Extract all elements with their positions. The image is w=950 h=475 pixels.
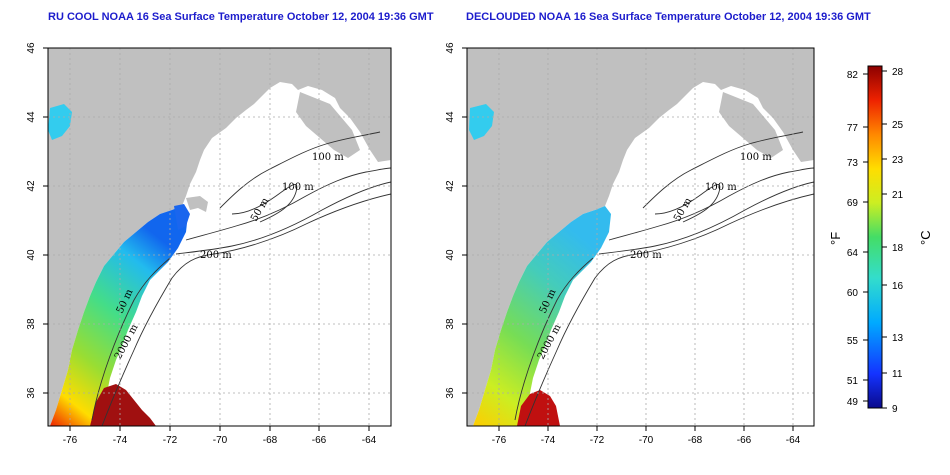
left-sst-map — [48, 48, 391, 426]
lon-tick-label: -64 — [786, 435, 801, 446]
right-graticule — [467, 47, 814, 426]
lon-tick-label: -70 — [639, 435, 654, 446]
lon-tick-label: -76 — [63, 435, 78, 446]
contour-2000m — [524, 193, 814, 426]
contour-50m-coast — [91, 257, 171, 421]
contour-100m-inner — [642, 131, 804, 209]
celsius-tick-label: 11 — [892, 369, 903, 380]
land-mass — [467, 48, 814, 426]
lon-tick-label: -76 — [492, 435, 507, 446]
contour-50m-shelf — [231, 184, 298, 223]
left-panel-title: RU COOL NOAA 16 Sea Surface Temperature … — [48, 11, 434, 23]
right-axis-ticks: -76 -74 -72 -70 -68 -66 -64 46 44 42 40 38 36 — [445, 42, 801, 446]
cold-patch-north — [48, 104, 72, 140]
contour-label: 200 m — [200, 250, 232, 261]
contour-100m-outer — [608, 167, 814, 241]
left-graticule — [48, 47, 391, 426]
fahrenheit-tick-label: 77 — [847, 123, 859, 134]
contour-2000m — [101, 193, 391, 426]
cold-patch-north — [469, 104, 494, 140]
fahrenheit-tick-label: 60 — [847, 288, 859, 299]
fahrenheit-tick-label: 73 — [847, 158, 859, 169]
lat-tick-label: 36 — [26, 387, 37, 399]
celsius-tick-label: 21 — [892, 190, 904, 201]
left-axis-ticks: -76 -74 -72 -70 -68 -66 -64 46 44 42 40 38 36 — [26, 42, 377, 446]
lat-tick-label: 46 — [26, 42, 37, 54]
lat-tick-label: 44 — [445, 111, 456, 123]
fahrenheit-unit-label: °F — [828, 232, 843, 245]
nova-scotia-land — [296, 92, 360, 158]
nova-scotia-land — [719, 92, 783, 158]
contour-label: 200 m — [630, 250, 662, 261]
fahrenheit-tick-label: 55 — [847, 336, 859, 347]
contour-label: 100 m — [312, 152, 344, 163]
fahrenheit-tick-label: 49 — [847, 397, 859, 408]
celsius-unit-label: °C — [918, 230, 933, 245]
lat-tick-label: 40 — [26, 249, 37, 261]
cape-cod-land — [186, 196, 208, 212]
lon-tick-label: -68 — [263, 435, 278, 446]
right-panel-title: DECLOUDED NOAA 16 Sea Surface Temperatur… — [466, 11, 871, 23]
celsius-tick-label: 18 — [892, 243, 904, 254]
fahrenheit-tick-label: 64 — [847, 248, 859, 259]
right-sst-map — [467, 48, 814, 426]
lat-tick-label: 44 — [26, 111, 37, 123]
lat-tick-label: 42 — [26, 180, 37, 192]
contour-50m-coast — [514, 257, 594, 421]
right-map-frame — [466, 47, 815, 427]
lat-tick-label: 40 — [445, 249, 456, 261]
contour-100m-inner — [219, 131, 381, 209]
land-mass — [48, 48, 391, 426]
celsius-tick-label: 25 — [892, 120, 904, 131]
sst-field — [473, 206, 611, 426]
lat-tick-label: 36 — [445, 387, 456, 399]
lon-tick-label: -74 — [541, 435, 556, 446]
contour-label: 100 m — [740, 152, 772, 163]
temperature-colorbar — [867, 65, 883, 409]
fahrenheit-tick-label: 51 — [847, 376, 859, 387]
celsius-tick-label: 28 — [892, 67, 904, 78]
lat-tick-label: 38 — [26, 318, 37, 330]
contour-50m-shelf — [654, 184, 721, 223]
lon-tick-label: -72 — [163, 435, 178, 446]
warm-gulf-stream-patch — [517, 390, 560, 426]
lon-tick-label: -66 — [312, 435, 327, 446]
contour-200m — [175, 181, 391, 255]
celsius-tick-label: 9 — [892, 404, 898, 415]
lon-tick-label: -70 — [213, 435, 228, 446]
lat-tick-label: 42 — [445, 180, 456, 192]
lat-tick-label: 46 — [445, 42, 456, 54]
lon-tick-label: -64 — [362, 435, 377, 446]
fahrenheit-tick-label: 82 — [847, 70, 859, 81]
contour-label: 100 m — [705, 182, 737, 193]
contour-200m — [598, 181, 814, 255]
lon-tick-label: -72 — [590, 435, 605, 446]
contour-label: 100 m — [282, 182, 314, 193]
lat-tick-label: 38 — [445, 318, 456, 330]
lon-tick-label: -74 — [113, 435, 128, 446]
celsius-tick-label: 16 — [892, 281, 904, 292]
sst-field — [50, 206, 188, 426]
cold-patch-gulf-maine — [174, 204, 190, 230]
celsius-tick-label: 23 — [892, 155, 904, 166]
contour-100m-outer — [185, 167, 391, 241]
lon-tick-label: -68 — [688, 435, 703, 446]
fahrenheit-tick-label: 69 — [847, 198, 859, 209]
lon-tick-label: -66 — [737, 435, 752, 446]
celsius-tick-label: 13 — [892, 333, 904, 344]
colorbar-ticks: 82 77 73 69 64 60 55 51 49 28 25 23 21 18 16 13 11 9 — [847, 67, 904, 415]
